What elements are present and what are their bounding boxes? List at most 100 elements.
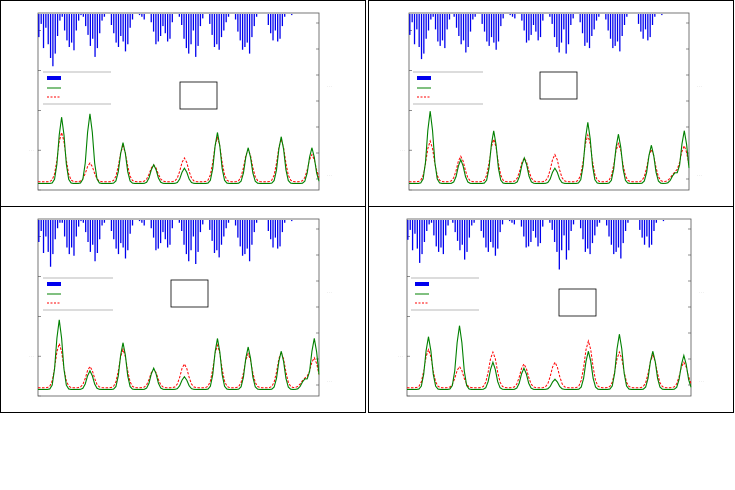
rain-bar xyxy=(75,14,77,31)
rain-bar xyxy=(152,14,155,32)
rain-bar xyxy=(539,220,542,244)
rain-bar xyxy=(407,220,409,240)
rain-bar xyxy=(639,220,641,230)
rain-bar xyxy=(511,14,514,17)
rain-bar xyxy=(648,220,650,248)
rain-bar xyxy=(453,14,455,17)
rain-bar xyxy=(66,14,68,41)
rain-bar xyxy=(644,14,647,30)
rain-bar xyxy=(414,220,416,234)
rain-bar xyxy=(551,14,553,24)
rain-bar xyxy=(480,220,482,231)
rain-bar xyxy=(54,14,56,54)
rain-bar xyxy=(623,14,626,25)
rain-bar xyxy=(593,14,595,30)
rain-bar xyxy=(38,220,40,242)
rain-bar xyxy=(122,220,124,248)
rain-bar xyxy=(595,14,598,21)
rain-bar xyxy=(129,14,131,28)
rain-bar xyxy=(640,14,642,32)
rain-bar xyxy=(452,220,454,223)
rain-bar xyxy=(608,220,610,237)
rain-bar xyxy=(155,220,157,251)
rain-bar xyxy=(225,220,227,229)
simulated-flow-line xyxy=(409,133,690,183)
rain-bar xyxy=(653,220,655,231)
rain-bar xyxy=(606,220,608,226)
rain-bar xyxy=(127,220,129,251)
rain-bar xyxy=(141,220,143,223)
rain-bar xyxy=(437,220,440,252)
rain-bar xyxy=(428,220,430,225)
chart-svg: · · · · · · · · · xyxy=(29,12,332,191)
rain-bar xyxy=(467,14,469,47)
tick-label-dots: · · · xyxy=(398,354,403,358)
rain-bar xyxy=(587,220,589,249)
rain-bar xyxy=(494,220,497,256)
rain-bar xyxy=(225,14,227,23)
rain-bar xyxy=(267,14,269,25)
rain-bar xyxy=(159,220,162,244)
rain-bar xyxy=(430,220,433,223)
tick-label-dots: · · · xyxy=(29,148,34,152)
rain-bar xyxy=(73,14,75,51)
rain-bar xyxy=(568,220,570,251)
rain-bar xyxy=(284,14,286,17)
rain-bar xyxy=(495,14,497,50)
legend-rain-swatch xyxy=(47,76,61,80)
rain-bar xyxy=(411,220,414,251)
rain-bar xyxy=(216,14,218,45)
rain-bar xyxy=(523,220,525,237)
rain-bar xyxy=(209,14,211,24)
rain-bar xyxy=(619,14,621,52)
rain-bar xyxy=(605,14,607,20)
rain-bar xyxy=(487,220,489,252)
rain-bar xyxy=(553,220,556,242)
rain-bar xyxy=(96,220,99,253)
rain-bar xyxy=(68,220,70,255)
rain-bar xyxy=(89,220,92,252)
rain-bar xyxy=(579,220,582,229)
rain-bar xyxy=(588,14,591,49)
rain-bar xyxy=(499,220,501,233)
rain-bar xyxy=(556,220,558,252)
rain-bar xyxy=(535,14,537,32)
tick-label-dots: · · · xyxy=(699,379,704,383)
rain-bar xyxy=(483,14,486,32)
rain-bar xyxy=(446,14,448,30)
rain-bar xyxy=(442,220,444,255)
rain-bar xyxy=(535,220,537,238)
rain-bar xyxy=(528,14,530,41)
rain-bar xyxy=(197,220,199,252)
rain-bar xyxy=(38,14,40,38)
rain-bar xyxy=(40,14,42,24)
rain-bar xyxy=(157,14,159,42)
rain-bar xyxy=(99,14,101,34)
rain-bar xyxy=(192,14,195,31)
rain-bar xyxy=(598,14,600,17)
rain-bar xyxy=(440,220,442,248)
rain-bar xyxy=(413,14,416,45)
rain-bar xyxy=(465,14,467,53)
rain-bar xyxy=(423,220,426,242)
rain-bar xyxy=(460,14,462,45)
tick-label-dots: · · · xyxy=(29,354,34,358)
rain-bar xyxy=(99,220,101,240)
rain-bar xyxy=(150,14,152,23)
rain-bar xyxy=(218,220,220,258)
rain-bar xyxy=(213,220,216,253)
rain-bar xyxy=(558,14,560,53)
rain-bar xyxy=(248,14,251,54)
rain-bar xyxy=(537,14,539,41)
rain-bar xyxy=(570,14,572,25)
rain-bar xyxy=(586,14,588,43)
rain-bar xyxy=(572,220,575,225)
rain-bar xyxy=(237,14,239,32)
rain-bar xyxy=(190,14,192,45)
rain-bar xyxy=(539,14,542,38)
rain-bar xyxy=(211,14,213,35)
rain-bar xyxy=(63,14,66,31)
rain-bar xyxy=(216,220,218,251)
rain-bar xyxy=(138,220,141,222)
rain-bar xyxy=(59,220,61,223)
